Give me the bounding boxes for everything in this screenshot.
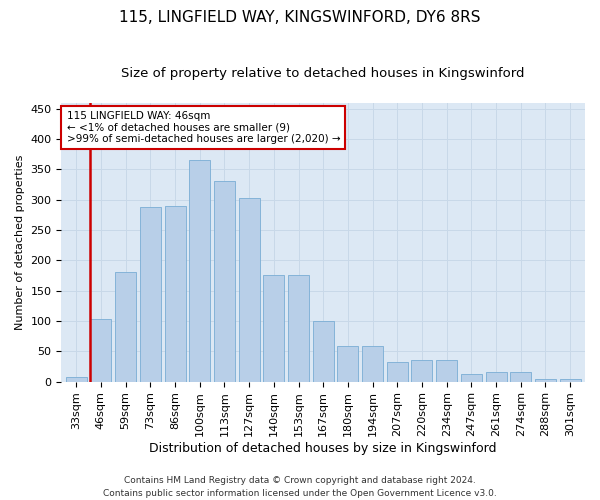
- Bar: [560, 379, 581, 382]
- Bar: [387, 362, 408, 382]
- Bar: [263, 276, 284, 382]
- Bar: [436, 360, 457, 382]
- Bar: [214, 182, 235, 382]
- Bar: [288, 276, 309, 382]
- Bar: [140, 207, 161, 382]
- Text: 115 LINGFIELD WAY: 46sqm
← <1% of detached houses are smaller (9)
>99% of semi-d: 115 LINGFIELD WAY: 46sqm ← <1% of detach…: [67, 111, 340, 144]
- Bar: [66, 376, 87, 382]
- Bar: [164, 206, 185, 382]
- Bar: [461, 374, 482, 382]
- Text: 115, LINGFIELD WAY, KINGSWINFORD, DY6 8RS: 115, LINGFIELD WAY, KINGSWINFORD, DY6 8R…: [119, 10, 481, 25]
- Bar: [412, 360, 433, 382]
- Bar: [535, 378, 556, 382]
- Bar: [313, 321, 334, 382]
- Bar: [239, 198, 260, 382]
- Title: Size of property relative to detached houses in Kingswinford: Size of property relative to detached ho…: [121, 68, 525, 80]
- Bar: [91, 319, 112, 382]
- Bar: [337, 346, 358, 382]
- Bar: [362, 346, 383, 382]
- Bar: [510, 372, 531, 382]
- Bar: [485, 372, 506, 382]
- Bar: [115, 272, 136, 382]
- Text: Contains HM Land Registry data © Crown copyright and database right 2024.
Contai: Contains HM Land Registry data © Crown c…: [103, 476, 497, 498]
- X-axis label: Distribution of detached houses by size in Kingswinford: Distribution of detached houses by size …: [149, 442, 497, 455]
- Bar: [189, 160, 210, 382]
- Y-axis label: Number of detached properties: Number of detached properties: [15, 154, 25, 330]
